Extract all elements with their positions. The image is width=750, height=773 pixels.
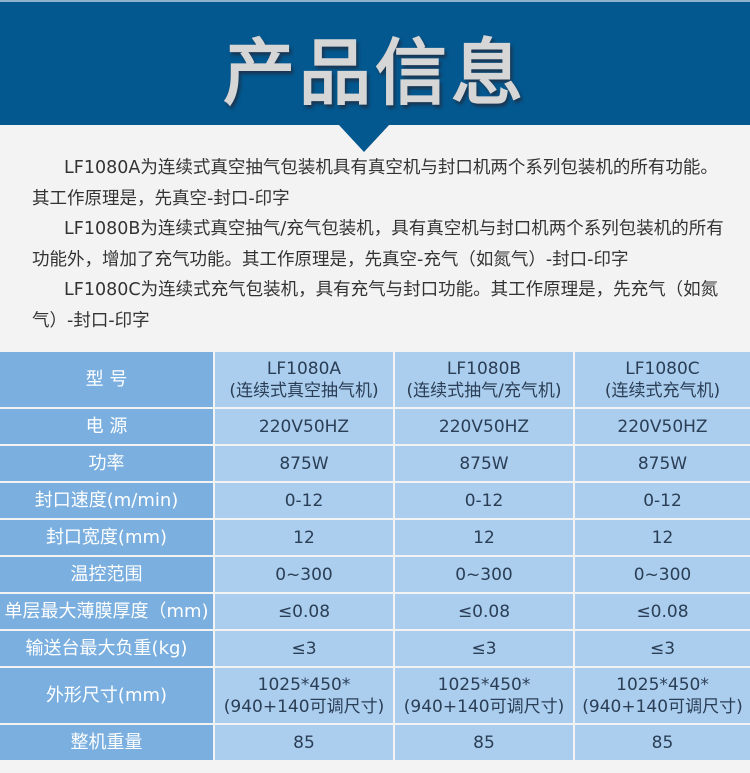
spec-value: 12 — [575, 520, 750, 555]
intro-paragraph: LF1080C为连续式充气包装机，具有充气与封口功能。其工作原理是，先充气（如氮… — [32, 280, 719, 331]
spec-value: ≤3 — [215, 631, 393, 666]
spec-value: 85 — [215, 725, 393, 760]
spec-value: 0~300 — [575, 557, 750, 592]
spec-value: 1025*450* (940+140可调尺寸) — [395, 668, 573, 723]
row-label: 电 源 — [0, 409, 213, 444]
row-label: 单层最大薄膜厚度（mm) — [0, 594, 213, 629]
intro-text: LF1080A为连续式真空抽气包装机具有真空机与封口机两个系列包装机的所有功能。… — [32, 153, 732, 336]
spec-value: 85 — [575, 725, 750, 760]
spec-value: 220V50HZ — [575, 409, 750, 444]
spec-value: ≤0.08 — [395, 594, 573, 629]
spec-value: ≤3 — [575, 631, 750, 666]
spec-value: 220V50HZ — [215, 409, 393, 444]
page-title: 产品信息 — [222, 31, 527, 115]
row-label: 型 号 — [0, 352, 213, 407]
spec-value: 220V50HZ — [395, 409, 573, 444]
spec-value: 875W — [215, 446, 393, 481]
spec-value: ≤3 — [395, 631, 573, 666]
row-label: 封口宽度(mm) — [0, 520, 213, 555]
spec-value: 0~300 — [215, 557, 393, 592]
row-label: 功率 — [0, 446, 213, 481]
banner-pointer — [338, 124, 390, 152]
row-label: 封口速度(m/min) — [0, 483, 213, 518]
spec-value: ≤0.08 — [215, 594, 393, 629]
spec-value: 12 — [395, 520, 573, 555]
spec-value: 0-12 — [575, 483, 750, 518]
header-banner — [0, 0, 750, 125]
spec-value: 875W — [395, 446, 573, 481]
spec-value: LF1080C (连续式充气机) — [575, 352, 750, 407]
spec-value: 85 — [395, 725, 573, 760]
intro-paragraph: LF1080A为连续式真空抽气包装机具有真空机与封口机两个系列包装机的所有功能。… — [32, 158, 718, 209]
spec-value: 0-12 — [395, 483, 573, 518]
row-label: 温控范围 — [0, 557, 213, 592]
spec-table: 型 号 LF1080A (连续式真空抽气机) LF1080B (连续式抽气/充气机)… — [0, 352, 750, 760]
row-label: 整机重量 — [0, 725, 213, 760]
spec-value: ≤0.08 — [575, 594, 750, 629]
row-label: 外形尺寸(mm) — [0, 668, 213, 723]
spec-value: 875W — [575, 446, 750, 481]
spec-value: 1025*450* (940+140可调尺寸) — [575, 668, 750, 723]
spec-value: LF1080B (连续式抽气/充气机) — [395, 352, 573, 407]
spec-value: LF1080A (连续式真空抽气机) — [215, 352, 393, 407]
spec-value: 0-12 — [215, 483, 393, 518]
spec-value: 1025*450* (940+140可调尺寸) — [215, 668, 393, 723]
spec-value: 12 — [215, 520, 393, 555]
intro-paragraph: LF1080B为连续式真空抽气/充气包装机，具有真空机与封口机两个系列包装机的所… — [32, 219, 724, 270]
row-label: 输送台最大负重(kg) — [0, 631, 213, 666]
spec-value: 0~300 — [395, 557, 573, 592]
